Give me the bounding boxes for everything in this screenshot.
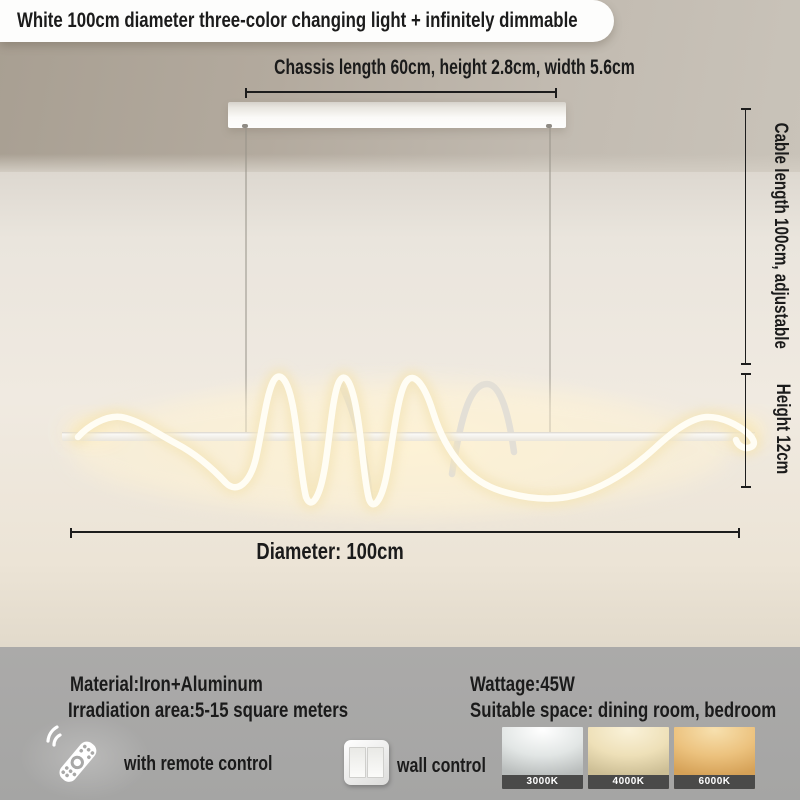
- switch-rocker: [349, 747, 366, 778]
- led-tube: [74, 373, 758, 508]
- color-temperature-swatches: 3000K 4000K 6000K: [502, 727, 755, 789]
- diameter-dimension-line: [70, 528, 740, 538]
- cable-dimension-line: [741, 108, 751, 365]
- swatch-label: 3000K: [502, 775, 583, 789]
- title-text: White 100cm diameter three-color changin…: [17, 9, 578, 32]
- cable-length-label: Cable length 100cm, adjustable: [770, 122, 791, 349]
- switch-rocker: [367, 747, 384, 778]
- remote-control-label: with remote control: [124, 753, 273, 775]
- lamp-bar-edge: [62, 432, 755, 434]
- suspension-cable: [549, 128, 551, 434]
- spec-wattage: Wattage:45W: [470, 673, 575, 696]
- suspension-cable: [245, 128, 247, 434]
- chassis-dimension-label: Chassis length 60cm, height 2.8cm, width…: [274, 56, 635, 79]
- tube-rear-strand: [448, 380, 518, 478]
- chassis-dimension-line: [245, 88, 557, 98]
- title-banner: White 100cm diameter three-color changin…: [0, 0, 614, 42]
- swatch-label: 4000K: [588, 775, 669, 789]
- height-dimension-line: [741, 373, 751, 488]
- wall-switch-icon: [344, 740, 389, 785]
- chassis-screw: [546, 124, 552, 128]
- lamp-bar: [62, 432, 755, 441]
- wall-control-label: wall control: [397, 755, 486, 777]
- spec-irradiation-area: Irradiation area:5-15 square meters: [68, 699, 349, 722]
- pendant-lamp: [62, 368, 766, 515]
- remote-control-icon: [46, 725, 97, 782]
- diameter-label: Diameter: 100cm: [256, 538, 404, 564]
- chassis-screw: [242, 124, 248, 128]
- color-swatch-4000k: 4000K: [588, 727, 669, 789]
- height-label: Height 12cm: [772, 383, 793, 475]
- spec-material: Material:Iron+Aluminum: [70, 673, 263, 696]
- color-swatch-6000k: 6000K: [674, 727, 755, 789]
- ceiling-chassis: [228, 102, 566, 128]
- color-swatch-3000k: 3000K: [502, 727, 583, 789]
- spec-suitable-space: Suitable space: dining room, bedroom: [470, 699, 777, 722]
- swatch-label: 6000K: [674, 775, 755, 789]
